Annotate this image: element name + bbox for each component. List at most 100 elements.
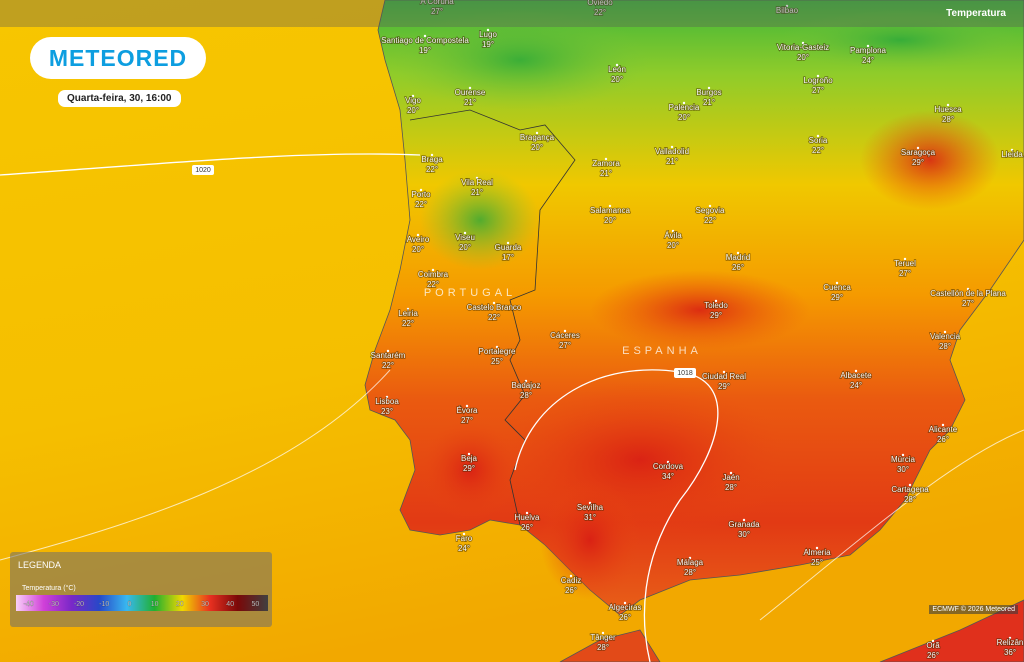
city-name: Guarda: [495, 243, 522, 252]
city-temp: 21°: [703, 98, 715, 107]
city-dot: [785, 4, 789, 8]
logo[interactable]: METEORED: [30, 37, 206, 79]
isobar: [0, 369, 391, 561]
city-temp: 20°: [797, 53, 809, 62]
credit: ECMWF © 2026 Meteored: [929, 605, 1018, 614]
city-dot: [385, 395, 389, 399]
city-dot: [486, 28, 490, 32]
scale-label: -10: [99, 601, 109, 608]
city-name: Logroño: [803, 76, 833, 85]
country-name: ESPANHA: [622, 345, 702, 357]
city-dot: [908, 483, 912, 487]
city-temp: 27°: [431, 7, 443, 16]
legend: LEGENDA Temperatura (°C) -40 -30 -20 -10 0 10…: [10, 552, 272, 627]
city-name: Tânger: [590, 633, 616, 642]
city-temp: 27°: [812, 86, 824, 95]
isobar-label: 1018: [677, 370, 693, 377]
city-name: Granada: [728, 520, 760, 529]
city-name: Segovia: [696, 206, 725, 215]
city-name: Burgos: [696, 88, 721, 97]
city-name: Lleida: [1001, 150, 1023, 159]
city-name: Cartagena: [891, 485, 929, 494]
city-name: Palencia: [669, 103, 700, 112]
city-temp: 25°: [811, 558, 823, 567]
city-dot: [742, 518, 746, 522]
city-name: Lisboa: [375, 397, 399, 406]
city-temp: 27°: [899, 269, 911, 278]
city-dot: [708, 204, 712, 208]
scale-label: 20: [176, 601, 184, 608]
city-dot: [431, 268, 435, 272]
city-name: Pamplona: [850, 46, 887, 55]
city-name: Ávila: [664, 231, 682, 240]
city-temp: 20°: [678, 113, 690, 122]
city-name: Ourense: [455, 88, 486, 97]
city-name: Vitoria-Gasteiz: [777, 43, 829, 52]
city-temp: 24°: [850, 381, 862, 390]
city-temp: 26°: [521, 523, 533, 532]
city-dot: [465, 404, 469, 408]
city-name: Portalegre: [479, 347, 516, 356]
city-dot: [416, 233, 420, 237]
city-name: Badajoz: [512, 381, 541, 390]
city-name: Málaga: [677, 558, 704, 567]
scale-label: 50: [252, 601, 260, 608]
city-dot: [671, 229, 675, 233]
city-dot: [901, 453, 905, 457]
city-dot: [569, 574, 573, 578]
city-temp: 22°: [402, 319, 414, 328]
city-dot: [816, 134, 820, 138]
legend-subtitle: Temperatura (°C): [22, 585, 76, 592]
city-temp: 28°: [939, 342, 951, 351]
isobar-label: 1020: [195, 167, 211, 174]
city-dot: [492, 301, 496, 305]
city-name: Coimbra: [418, 270, 449, 279]
city-name: Huelva: [515, 513, 540, 522]
city-temp: 20°: [412, 245, 424, 254]
city-dot: [1008, 636, 1012, 640]
city-name: Valladolid: [655, 147, 689, 156]
city-dot: [670, 145, 674, 149]
city-temp: 29°: [912, 158, 924, 167]
city-name: León: [608, 65, 626, 74]
city-dot: [411, 94, 415, 98]
city-dot: [406, 307, 410, 311]
city-name: Cáceres: [550, 331, 580, 340]
city-temp: 30°: [738, 530, 750, 539]
city-temp: 22°: [488, 313, 500, 322]
city-dot: [916, 146, 920, 150]
city-name: Leiria: [398, 309, 418, 318]
city-dot: [815, 546, 819, 550]
city-dot: [736, 251, 740, 255]
isobar-label-box: [192, 165, 214, 175]
city-dot: [468, 86, 472, 90]
city-temp: 22°: [427, 280, 439, 289]
city-name: Jaén: [722, 473, 739, 482]
city-name: A Coruña: [420, 0, 454, 6]
scale-label: -30: [49, 601, 59, 608]
city-dot: [462, 532, 466, 536]
city-temp: 21°: [600, 169, 612, 178]
city-dot: [801, 41, 805, 45]
city-temp: 26°: [937, 435, 949, 444]
city-temp: 28°: [520, 391, 532, 400]
city-name: Viseu: [455, 233, 475, 242]
city-dot: [563, 329, 567, 333]
city-dot: [854, 369, 858, 373]
city-name: Saragoça: [901, 148, 936, 157]
city-temp: 28°: [904, 495, 916, 504]
city-temp: 24°: [458, 544, 470, 553]
city-name: Aveiro: [407, 235, 430, 244]
city-dot: [816, 74, 820, 78]
city-name: Évora: [457, 406, 478, 415]
city-name: Santarém: [371, 351, 406, 360]
layer-name[interactable]: Temperatura: [946, 8, 1006, 19]
city-dot: [475, 176, 479, 180]
city-name: Faro: [456, 534, 473, 543]
scale-label: 0: [127, 601, 131, 608]
city-dot: [423, 34, 427, 38]
city-temp: 26°: [565, 586, 577, 595]
top-bar: Temperatura: [0, 0, 1024, 27]
city-temp: 22°: [426, 165, 438, 174]
